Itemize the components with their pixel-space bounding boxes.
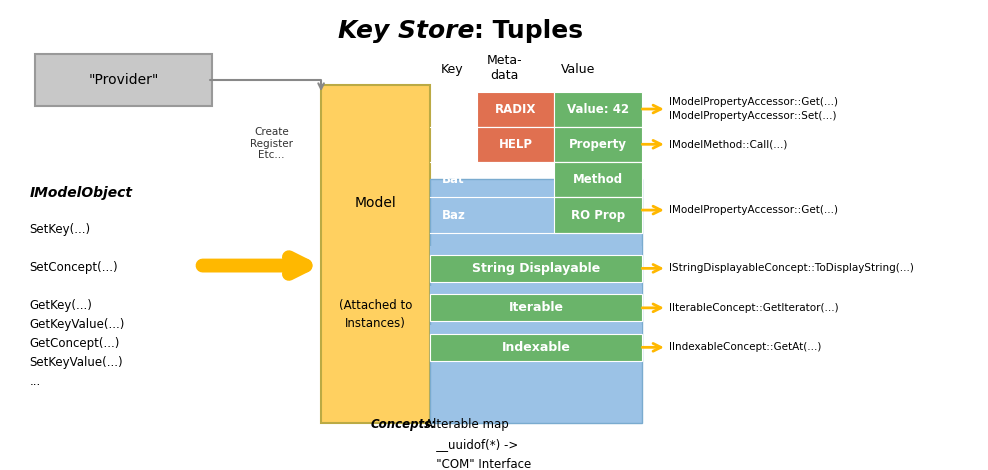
Text: Meta-
data: Meta- data <box>487 54 523 82</box>
Text: IModelObject: IModelObject <box>30 186 132 200</box>
Text: Property: Property <box>569 138 627 151</box>
Text: (Attached to
Instances): (Attached to Instances) <box>339 299 412 330</box>
Text: "Provider": "Provider" <box>88 73 159 87</box>
Text: Concepts:: Concepts: <box>370 418 437 431</box>
FancyBboxPatch shape <box>477 127 554 162</box>
Text: RADIX: RADIX <box>495 103 536 116</box>
FancyBboxPatch shape <box>430 334 642 361</box>
FancyBboxPatch shape <box>430 325 642 334</box>
Text: IIterableConcept::GetIterator(...): IIterableConcept::GetIterator(...) <box>669 303 839 313</box>
Text: Create
Register
Etc...: Create Register Etc... <box>250 127 293 160</box>
Text: Baz: Baz <box>442 209 465 221</box>
Text: : Tuples: : Tuples <box>474 18 583 43</box>
Text: Value: Value <box>561 63 595 77</box>
Text: Foo: Foo <box>442 103 465 116</box>
Text: IStringDisplayableConcept::ToDisplayString(...): IStringDisplayableConcept::ToDisplayStri… <box>669 263 914 274</box>
FancyBboxPatch shape <box>477 92 554 127</box>
Text: Indexable: Indexable <box>502 341 570 354</box>
Text: RO Prop: RO Prop <box>571 209 625 221</box>
FancyBboxPatch shape <box>554 127 642 162</box>
Text: Iterable: Iterable <box>509 301 563 314</box>
Text: IModelPropertyAccessor::Get(...)
IModelPropertyAccessor::Set(...): IModelPropertyAccessor::Get(...) IModelP… <box>669 97 838 121</box>
Text: Key: Key <box>442 63 463 77</box>
FancyBboxPatch shape <box>35 54 212 106</box>
Text: Bar: Bar <box>442 138 465 151</box>
FancyBboxPatch shape <box>430 255 642 282</box>
Text: Key Store: Key Store <box>338 18 474 43</box>
FancyBboxPatch shape <box>430 286 642 294</box>
FancyBboxPatch shape <box>554 197 642 233</box>
Text: IModelPropertyAccessor::Get(...): IModelPropertyAccessor::Get(...) <box>669 205 838 215</box>
FancyBboxPatch shape <box>554 92 642 127</box>
FancyBboxPatch shape <box>430 294 642 321</box>
Text: Value: 42: Value: 42 <box>567 103 629 116</box>
Text: SetKey(...)

SetConcept(...)

GetKey(...)
GetKeyValue(...)
GetConcept(...)
SetKe: SetKey(...) SetConcept(...) GetKey(...) … <box>30 223 125 388</box>
FancyBboxPatch shape <box>321 85 430 423</box>
Text: HELP: HELP <box>499 138 533 151</box>
Text: Method: Method <box>573 173 623 186</box>
FancyBboxPatch shape <box>554 162 642 197</box>
FancyBboxPatch shape <box>430 179 642 423</box>
Text: Bat: Bat <box>443 173 464 186</box>
Text: IModelMethod::Call(...): IModelMethod::Call(...) <box>669 139 787 149</box>
Text: Alterable map
   __uuidof(*) ->
   "COM" Interface: Alterable map __uuidof(*) -> "COM" Inter… <box>425 418 532 470</box>
Text: Model: Model <box>355 196 396 210</box>
FancyBboxPatch shape <box>430 246 642 255</box>
Text: IIndexableConcept::GetAt(...): IIndexableConcept::GetAt(...) <box>669 342 821 352</box>
Text: String Displayable: String Displayable <box>472 262 600 275</box>
